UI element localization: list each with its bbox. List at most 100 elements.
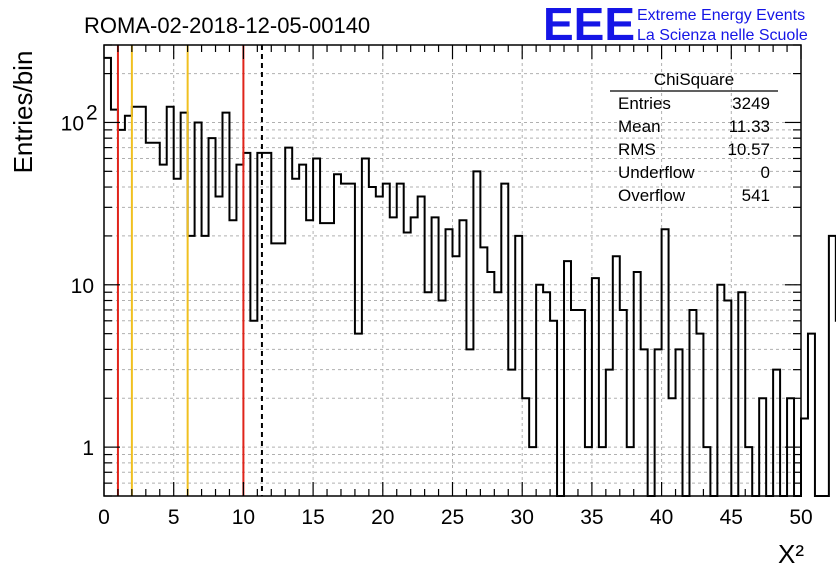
stats-value-mean: 11.33: [729, 117, 770, 136]
histogram-bin: [313, 158, 320, 496]
histogram-bin: [257, 153, 264, 496]
y-axis-label: Entries/bin: [8, 51, 38, 174]
histogram-bin: [397, 184, 404, 496]
x-tick-labels: 0 5 10 15 20 25 30 35 40 45 50: [98, 506, 813, 529]
axis-ticks: [103, 44, 802, 497]
histogram-bin: [738, 292, 745, 496]
histogram-bin: [543, 292, 550, 496]
histogram-bin: [132, 107, 139, 496]
histogram-bin: [676, 349, 683, 496]
histogram-bin: [341, 184, 348, 496]
histogram-bin: [167, 107, 174, 496]
histogram-bin: [425, 292, 432, 496]
x-tick-label: 0: [98, 506, 110, 529]
x-tick-label: 15: [301, 506, 324, 529]
stats-label-entries: Entries: [618, 94, 671, 113]
histogram-bin: [494, 292, 501, 496]
stats-title: ChiSquare: [654, 70, 734, 89]
histogram-outline: [104, 56, 836, 497]
histogram-bin: [550, 321, 557, 496]
histogram-bin: [181, 113, 188, 496]
x-tick-label: 25: [441, 506, 464, 529]
stats-value-underflow: 0: [761, 163, 770, 182]
y-tick-label: 10: [61, 112, 84, 135]
stats-value-rms: 10.57: [727, 140, 770, 159]
histogram-bin: [236, 165, 243, 496]
histogram-bin: [174, 179, 181, 496]
x-tick-label: 5: [168, 506, 180, 529]
histogram-bin: [111, 110, 118, 496]
histogram-bin: [641, 349, 648, 496]
histogram-bin: [404, 232, 411, 496]
x-tick-label: 10: [232, 506, 255, 529]
stats-label-mean: Mean: [618, 117, 661, 136]
histogram-bin: [348, 184, 355, 496]
x-tick-label: 50: [789, 506, 812, 529]
histogram-bin: [327, 223, 334, 496]
eee-logo: EEE Extreme Energy Events La Scienza nel…: [543, 0, 808, 50]
x-tick-label: 20: [371, 506, 394, 529]
histogram-bin: [564, 261, 571, 496]
marker-lines: [116, 45, 263, 496]
histogram-bin: [188, 236, 195, 496]
histogram-bin: [801, 419, 808, 496]
histogram-bin: [466, 349, 473, 496]
histogram-bin: [578, 310, 585, 496]
histogram-bin: [243, 153, 250, 496]
histogram-bin: [689, 310, 696, 496]
histogram-bin: [606, 370, 613, 496]
histogram-bin: [250, 321, 257, 496]
histogram-bin: [195, 122, 202, 496]
histogram-bin: [501, 184, 508, 496]
histogram-bin: [515, 236, 522, 496]
x-axis-label: X²: [778, 539, 804, 569]
histogram-bin: [355, 334, 362, 496]
logo-line-1: Extreme Energy Events: [637, 7, 805, 24]
histogram-bin: [376, 196, 383, 496]
histogram-bin: [620, 310, 627, 496]
histogram-bin: [104, 58, 111, 496]
histogram-bin: [125, 116, 132, 496]
histogram-bin: [146, 143, 153, 496]
histogram-bin: [209, 138, 216, 496]
histogram-bin: [369, 187, 376, 496]
histogram-bin: [139, 107, 146, 496]
histogram-bin: [418, 196, 425, 496]
logo-text: EEE: [543, 0, 635, 50]
y-tick-label: 1: [82, 437, 94, 460]
histogram-bin: [662, 229, 669, 496]
stats-value-overflow: 541: [742, 186, 770, 205]
y-tick-label: 10: [71, 275, 94, 298]
histogram-bin: [264, 153, 271, 496]
histogram-bin: [773, 370, 780, 496]
histogram-bin: [808, 334, 815, 496]
x-tick-label: 40: [650, 506, 673, 529]
chart-title: ROMA-02-2018-12-05-00140: [84, 13, 370, 38]
histogram-bin: [334, 174, 341, 496]
histogram-bin: [153, 143, 160, 496]
histogram-bin: [383, 184, 390, 496]
stats-box: ChiSquare Entries 3249 Mean 11.33 RMS 10…: [610, 70, 778, 205]
histogram-bin: [446, 229, 453, 496]
logo-line-2: La Scienza nelle Scuole: [637, 27, 808, 44]
histogram-bin: [536, 285, 543, 496]
histogram-bin: [299, 165, 306, 496]
histogram-bin: [160, 165, 167, 496]
x-tick-label: 30: [511, 506, 534, 529]
x-tick-label: 35: [580, 506, 603, 529]
histogram-bin: [696, 334, 703, 496]
histogram-bin: [292, 179, 299, 496]
stats-label-overflow: Overflow: [618, 186, 686, 205]
histogram-bin: [655, 349, 662, 496]
stats-label-rms: RMS: [618, 140, 656, 159]
grid-lines: [103, 44, 802, 497]
histogram-bin: [717, 285, 724, 496]
histogram: [104, 56, 836, 497]
histogram-bin: [571, 310, 578, 496]
histogram-bin: [202, 236, 209, 496]
histogram-bin: [216, 196, 223, 496]
histogram-bin: [508, 370, 515, 496]
histogram-bin: [285, 148, 292, 496]
